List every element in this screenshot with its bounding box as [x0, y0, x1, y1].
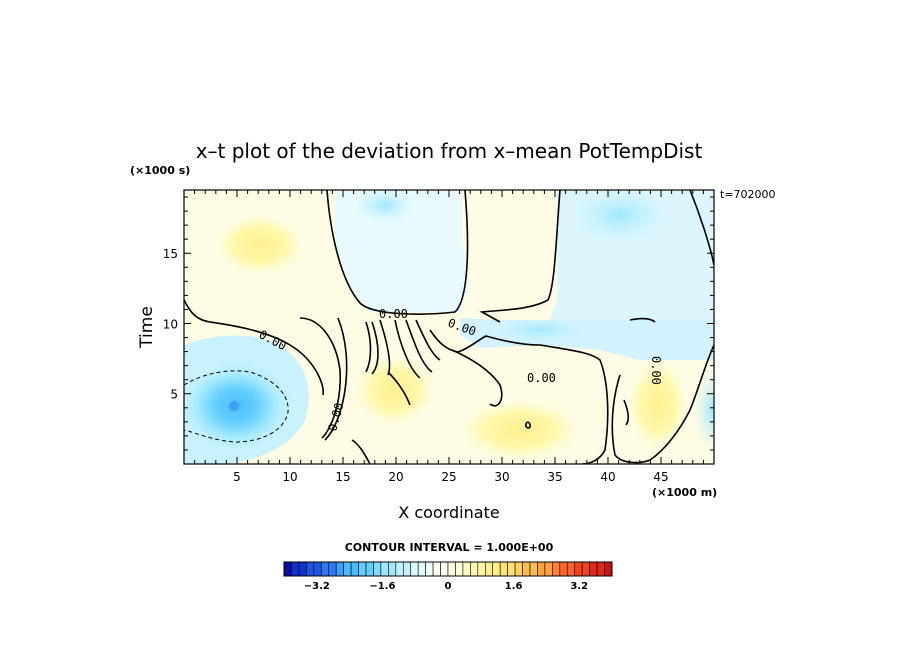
colorbar-cell — [350, 561, 359, 577]
x-tick-label: 45 — [653, 470, 668, 484]
axis-ticks — [184, 190, 714, 464]
colorbar-cell — [291, 561, 300, 577]
colorbar-cell — [589, 561, 598, 577]
colorbar-cell — [522, 561, 531, 577]
colorbar-cell — [365, 561, 374, 577]
colorbar-labels: −3.2 −1.6 0 1.6 3.2 — [304, 581, 588, 592]
y-unit-label: (×1000 s) — [130, 164, 190, 177]
colorbar-cell — [417, 561, 426, 577]
cold-pool-center — [229, 401, 239, 411]
warm-spot-bottom — [460, 400, 580, 460]
colorbar-cell — [447, 561, 456, 577]
x-tick-label: 30 — [494, 470, 509, 484]
x-tick-label: 25 — [441, 470, 456, 484]
colorbar-tick-label: 0 — [445, 581, 452, 592]
warm-spot-left — [215, 215, 305, 275]
warm-spot-right — [628, 360, 688, 450]
colorbar-cell — [425, 561, 434, 577]
colorbar-cell — [283, 561, 292, 577]
colorbar-cell — [499, 561, 508, 577]
colorbar-cell — [514, 561, 523, 577]
negative-contours — [184, 370, 289, 443]
cool-spot-right — [570, 190, 670, 243]
colorbar-cell — [574, 561, 583, 577]
cold-region-upper — [335, 190, 470, 312]
plot-field: 0.00 0.00 0.00 0.00 0.00 0.00 — [184, 190, 714, 464]
contour-label: 0.00 — [527, 371, 556, 385]
colorbar-cell — [298, 561, 307, 577]
colorbar-cell — [462, 561, 471, 577]
y-tick-label: 10 — [163, 317, 178, 331]
warm-spot-mid — [355, 355, 435, 425]
colorbar-cell — [492, 561, 501, 577]
colorbar-tick-label: −3.2 — [304, 581, 330, 592]
x-tick-label: 20 — [388, 470, 403, 484]
time-stamp: t=702000 — [720, 188, 776, 201]
cool-spot-top — [355, 190, 415, 223]
colorbar-cell — [477, 561, 486, 577]
colorbar-cell — [320, 561, 330, 577]
x-tick-label: 5 — [233, 470, 241, 484]
colorbar-cell — [604, 561, 613, 577]
x-tick-label: 15 — [335, 470, 350, 484]
colorbar-cell — [529, 561, 538, 577]
colorbar-cell — [380, 561, 389, 577]
colorbar-cell — [440, 561, 449, 577]
x-tick-label: 40 — [600, 470, 615, 484]
colorbar-cell — [559, 561, 568, 577]
colorbar-cell — [313, 561, 322, 577]
contour-labels: 0.00 0.00 0.00 0.00 0.00 0.00 — [257, 307, 663, 433]
x-unit-label: (×1000 m) — [652, 486, 717, 499]
colorbar-cell — [455, 561, 464, 577]
colorbar-cell — [581, 561, 590, 577]
colorbar-cell — [343, 561, 352, 577]
colorbar-cell — [402, 561, 412, 577]
cool-spot-right-edge — [694, 370, 714, 450]
colorbar-cell — [507, 561, 516, 577]
y-tick-label: 15 — [163, 247, 178, 261]
x-axis-label: X coordinate — [398, 503, 499, 522]
colorbar-cell — [358, 561, 367, 577]
colorbar-tick-label: −1.6 — [369, 581, 395, 592]
y-axis-label: Time — [137, 306, 157, 349]
x-tick-label: 10 — [282, 470, 297, 484]
colorbar-cell — [328, 561, 337, 577]
colorbar-cell — [470, 561, 479, 577]
contour-label: 0.00 — [649, 356, 663, 385]
colorbar-tick-label: 1.6 — [505, 581, 523, 592]
colorbar-cell — [566, 561, 576, 577]
colorbar-cell — [373, 561, 382, 577]
colorbar-frame — [283, 561, 613, 577]
colorbar-cell — [388, 561, 397, 577]
colorbar-tick-label: 3.2 — [570, 581, 588, 592]
colorbar-cell — [306, 561, 315, 577]
colorbar-cell — [410, 561, 419, 577]
colorbar — [283, 561, 613, 577]
y-tick-label: 5 — [170, 388, 178, 402]
colorbar-cell — [432, 561, 441, 577]
contour-label: 0.00 — [379, 307, 408, 321]
cool-spot-band — [495, 318, 585, 342]
contour-interval-label: CONTOUR INTERVAL = 1.000E+00 — [345, 541, 554, 554]
x-tick-label: 35 — [547, 470, 562, 484]
colorbar-cell — [395, 561, 404, 577]
axis-tick-labels: 5 10 15 20 25 30 35 40 45 5 10 15 — [163, 247, 669, 484]
colorbar-cell — [335, 561, 344, 577]
chart-title: x–t plot of the deviation from x–mean Po… — [196, 139, 703, 163]
colorbar-cell — [596, 561, 605, 577]
colorbar-cell — [552, 561, 561, 577]
colorbar-cell — [484, 561, 494, 577]
colorbar-cell — [537, 561, 546, 577]
colorbar-cell — [544, 561, 553, 577]
